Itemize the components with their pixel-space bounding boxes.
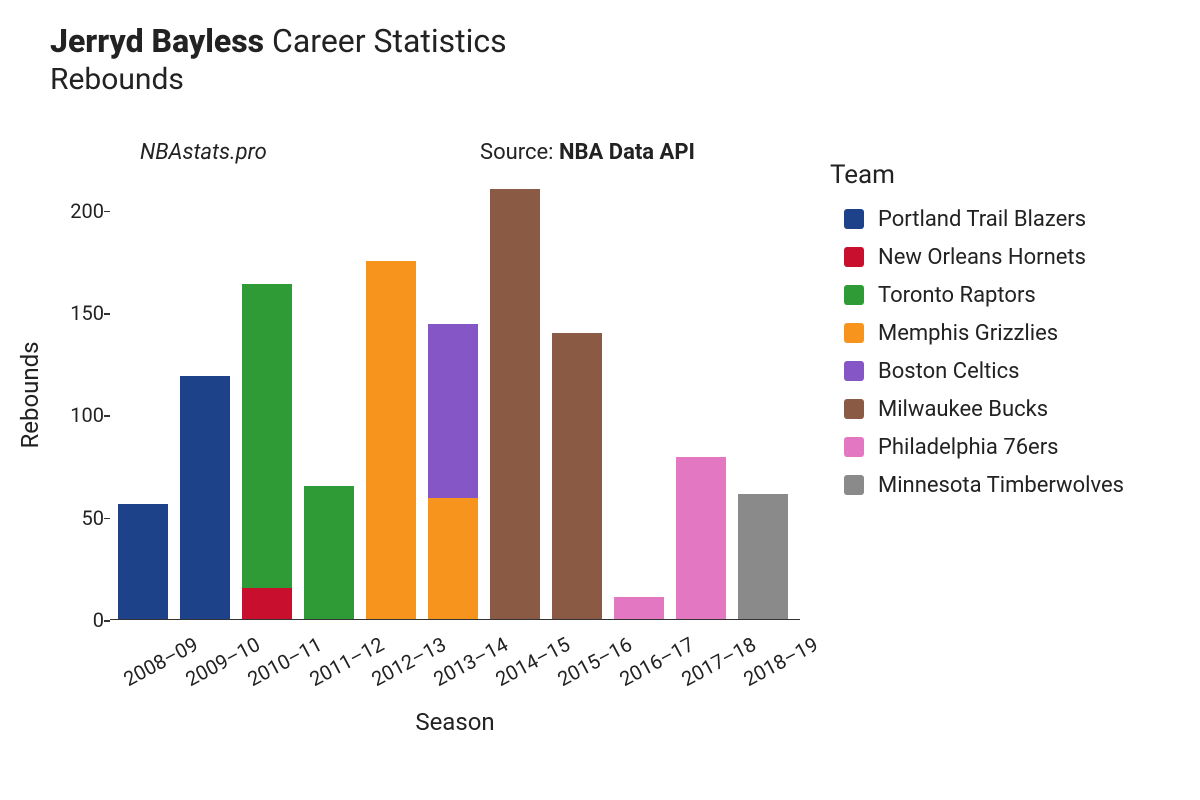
legend-swatch <box>844 361 864 381</box>
bar-segment <box>552 333 602 619</box>
legend-swatch <box>844 475 864 495</box>
y-tick-mark <box>104 518 110 520</box>
y-tick-mark <box>104 211 110 213</box>
bar-segment <box>738 494 788 619</box>
bar-segment <box>304 486 354 619</box>
legend-item: New Orleans Hornets <box>830 238 1124 276</box>
bar-segment <box>428 324 478 498</box>
legend-label: Toronto Raptors <box>878 283 1036 308</box>
legend-swatch <box>844 209 864 229</box>
legend-swatch <box>844 437 864 457</box>
bar-segment <box>366 261 416 619</box>
title-line-1: Jerryd Bayless Career Statistics <box>50 22 507 60</box>
y-tick-mark <box>104 415 110 417</box>
legend-label: New Orleans Hornets <box>878 245 1086 270</box>
legend-item: Milwaukee Bucks <box>830 390 1124 428</box>
y-tick-mark <box>104 313 110 315</box>
legend-swatch <box>844 285 864 305</box>
legend-label: Milwaukee Bucks <box>878 397 1048 422</box>
legend-items: Portland Trail Blazers New Orleans Hornet… <box>830 200 1124 504</box>
player-name: Jerryd Bayless <box>50 22 264 60</box>
legend-swatch <box>844 247 864 267</box>
legend-label: Boston Celtics <box>878 359 1020 384</box>
bar-segment <box>428 498 478 619</box>
stat-label: Career Statistics <box>272 22 507 60</box>
plot-area <box>110 170 800 620</box>
y-tick-label: 50 <box>82 506 104 530</box>
legend-label: Minnesota Timberwolves <box>878 473 1124 498</box>
legend-item: Philadelphia 76ers <box>830 428 1124 466</box>
bar-segment <box>242 284 292 589</box>
bar-segment <box>614 597 664 620</box>
legend: Team Portland Trail Blazers New Orleans H… <box>830 160 1124 504</box>
bar-segment <box>180 376 230 619</box>
bar-segment <box>490 189 540 619</box>
legend-swatch <box>844 323 864 343</box>
x-axis-label: Season <box>415 708 494 736</box>
bar-segment <box>242 588 292 619</box>
bars-group <box>110 170 800 619</box>
y-tick-label: 150 <box>70 301 104 325</box>
legend-item: Portland Trail Blazers <box>830 200 1124 238</box>
legend-label: Portland Trail Blazers <box>878 207 1086 232</box>
bar-segment <box>676 457 726 619</box>
legend-swatch <box>844 399 864 419</box>
metric-name: Rebounds <box>50 62 507 97</box>
legend-label: Memphis Grizzlies <box>878 321 1058 346</box>
legend-title: Team <box>830 160 1124 190</box>
source-credit: Source: NBA Data API <box>480 140 695 165</box>
source-name: NBA Data API <box>559 140 695 165</box>
y-tick-label: 100 <box>70 403 104 427</box>
y-tick-label: 200 <box>70 199 104 223</box>
y-tick-label: 0 <box>93 608 104 632</box>
legend-item: Memphis Grizzlies <box>830 314 1124 352</box>
source-prefix: Source: <box>480 140 559 165</box>
y-tick-mark <box>104 620 110 622</box>
y-axis-label: Rebounds <box>16 341 44 448</box>
chart-container: { "title": { "player": "Jerryd Bayless",… <box>0 0 1200 800</box>
legend-item: Boston Celtics <box>830 352 1124 390</box>
y-axis-ticks: 050100150200 <box>60 170 110 620</box>
legend-label: Philadelphia 76ers <box>878 435 1059 460</box>
bar-segment <box>118 504 168 619</box>
legend-item: Minnesota Timberwolves <box>830 466 1124 504</box>
chart-title-block: Jerryd Bayless Career Statistics Rebound… <box>50 22 507 97</box>
legend-item: Toronto Raptors <box>830 276 1124 314</box>
site-credit: NBAstats.pro <box>140 140 267 165</box>
